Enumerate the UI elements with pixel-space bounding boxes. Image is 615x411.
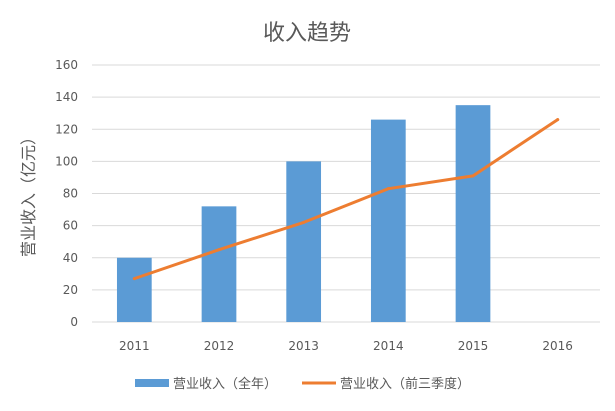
x-tick-label-2015: 2015 — [458, 339, 489, 353]
bar-2012 — [201, 206, 237, 322]
y-tick-label-40: 40 — [63, 251, 78, 265]
gridlines — [92, 64, 600, 323]
y-tick-label-160: 160 — [55, 58, 78, 72]
y-tick-labels: 0 20 40 60 80 100 120 140 160 — [55, 58, 78, 329]
line-point-2012 — [217, 248, 221, 252]
legend-label-bar: 营业收入（全年） — [173, 376, 277, 392]
line-point-2014 — [386, 187, 390, 191]
line-point-2013 — [302, 220, 306, 224]
bar-series — [116, 105, 491, 322]
bar-2011 — [116, 257, 152, 322]
x-tick-label-2013: 2013 — [288, 339, 319, 353]
y-axis-label: 营业收入（亿元） — [19, 129, 38, 257]
x-tick-label-2014: 2014 — [373, 339, 404, 353]
chart-title: 收入趋势 — [263, 21, 351, 46]
x-tick-label-2012: 2012 — [204, 339, 235, 353]
y-tick-label-60: 60 — [63, 219, 78, 233]
bar-2015 — [455, 105, 491, 322]
y-tick-label-120: 120 — [55, 122, 78, 136]
line-point-2016 — [556, 118, 560, 122]
y-tick-label-20: 20 — [63, 283, 78, 297]
y-tick-label-0: 0 — [70, 315, 78, 329]
x-tick-label-2011: 2011 — [119, 339, 150, 353]
y-tick-label-140: 140 — [55, 90, 78, 104]
x-tick-labels: 2011 2012 2013 2014 2015 2016 — [119, 339, 573, 353]
legend: 营业收入（全年） 营业收入（前三季度） — [135, 376, 470, 392]
line-path — [132, 118, 560, 281]
bar-2014 — [370, 119, 406, 322]
line-series — [132, 118, 560, 281]
legend-label-line: 营业收入（前三季度） — [340, 376, 470, 392]
line-point-2015 — [471, 174, 475, 178]
bar-2013 — [286, 161, 322, 322]
legend-swatch-bar — [135, 379, 169, 387]
y-tick-label-100: 100 — [55, 154, 78, 168]
y-tick-label-80: 80 — [63, 187, 78, 201]
x-tick-label-2016: 2016 — [542, 339, 573, 353]
line-point-2011 — [132, 277, 136, 281]
